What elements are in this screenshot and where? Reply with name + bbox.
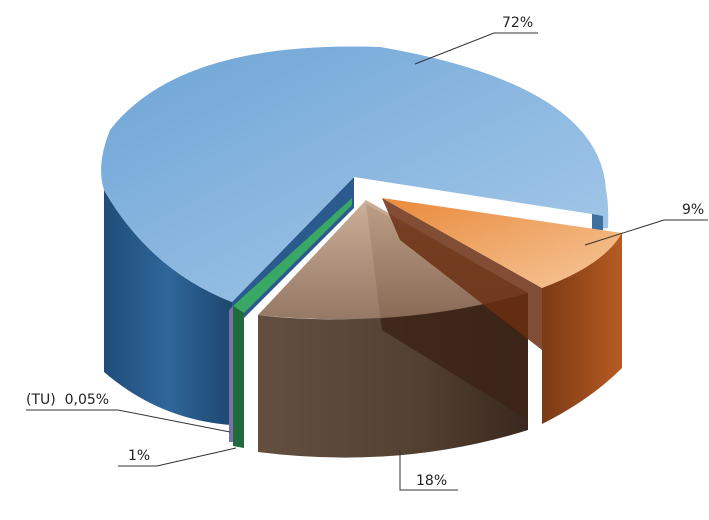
label-72: 72% [502,15,533,31]
leader-72 [414,32,538,65]
slice-1-side [233,306,244,448]
slice-tu [229,306,233,442]
slice-18-top [258,200,528,320]
leader-tu [26,409,231,433]
slice-72 [101,46,609,425]
slice-1-top [233,198,352,313]
slice-9 [382,198,622,424]
slice-72-rim [592,214,603,232]
leader-9 [584,219,708,246]
slice-9-inner-wall [382,198,542,350]
slice-72-inner-wall [232,177,354,425]
slice-72-side [104,190,232,425]
leader-18 [399,450,458,491]
label-18: 18% [416,473,447,489]
slice-18 [258,200,528,458]
leader-1 [118,447,237,467]
label-1: 1% [128,448,150,464]
slice-1 [233,198,352,448]
label-9: 9% [682,202,704,218]
slice-72-top [101,46,609,303]
slice-9-side [542,233,622,424]
label-tu: (TU) 0,05% [26,392,109,408]
slice-9-top [382,198,622,288]
